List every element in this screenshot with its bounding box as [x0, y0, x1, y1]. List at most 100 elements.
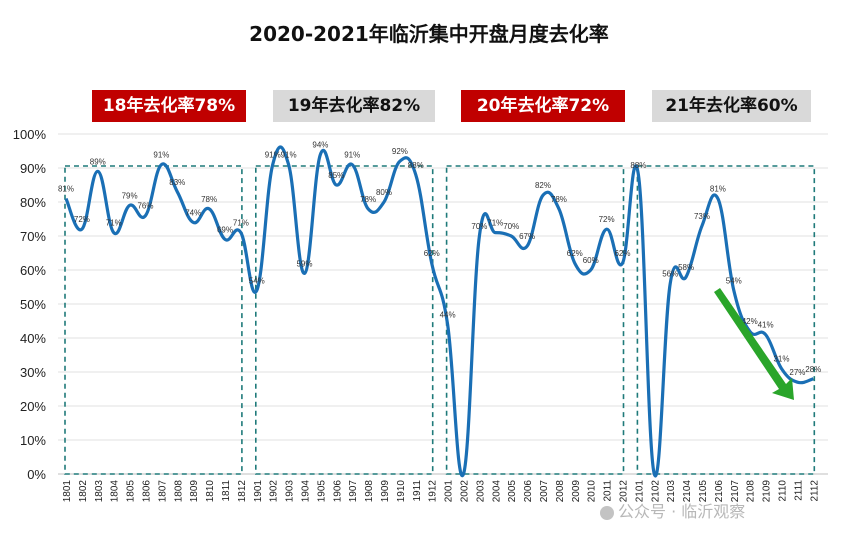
x-tick-label: 1910 — [396, 480, 407, 503]
x-tick-label: 1905 — [316, 480, 327, 503]
x-tick-label: 2106 — [714, 480, 725, 503]
data-label: 73% — [694, 212, 710, 221]
y-tick-label: 10% — [20, 433, 46, 448]
x-tick-label: 2006 — [523, 480, 534, 503]
watermark: 公众号 · 临沂观察 — [600, 498, 745, 522]
x-tick-label: 2102 — [650, 480, 661, 503]
data-label: 74% — [185, 208, 201, 217]
x-tick-label: 1805 — [126, 480, 137, 503]
data-label: 62% — [567, 249, 583, 258]
group-box-19年 — [255, 165, 434, 475]
data-label: 41% — [758, 321, 774, 330]
data-label: 69% — [217, 225, 233, 234]
x-tick-label: 1911 — [412, 480, 423, 502]
data-label: 54% — [249, 276, 265, 285]
data-label: 71% — [487, 219, 503, 228]
x-tick-label: 2001 — [444, 480, 455, 503]
watermark-text: 公众号 · 临沂观察 — [618, 502, 746, 521]
y-tick-label: 100% — [13, 127, 47, 142]
data-label: 71% — [106, 219, 122, 228]
group-box-18年 — [64, 165, 243, 475]
badge-2018: 18年去化率78% — [92, 90, 246, 122]
x-tick-label: 1909 — [380, 480, 391, 503]
x-tick-label: 2007 — [539, 480, 550, 503]
data-label: 82% — [535, 181, 551, 190]
data-label: 79% — [122, 191, 138, 200]
badge-2020: 20年去化率72% — [461, 90, 625, 122]
x-tick-label: 1902 — [269, 480, 280, 503]
data-label: 60% — [583, 256, 599, 265]
data-label: 42% — [742, 317, 758, 326]
data-label: 54% — [726, 276, 742, 285]
x-tick-label: 2005 — [507, 480, 518, 503]
data-label: 70% — [503, 222, 519, 231]
data-label: 91% — [281, 151, 297, 160]
data-label: 70% — [471, 222, 487, 231]
x-tick-label: 2109 — [762, 480, 773, 503]
x-tick-label: 2008 — [555, 480, 566, 503]
data-label: 91% — [265, 151, 281, 160]
x-axis: 1801 1802 1803 1804 1805 1806 1807 1808 1809 1810… — [62, 480, 820, 503]
data-label: 92% — [392, 147, 408, 156]
x-tick-label: 2009 — [571, 480, 582, 503]
x-tick-label: 2111 — [793, 480, 804, 501]
y-tick-label: 0% — [27, 467, 46, 482]
x-tick-label: 1912 — [428, 480, 439, 503]
chart-title: 2020-2021年临沂集中开盘月度去化率 — [249, 22, 609, 46]
x-tick-label: 2002 — [460, 480, 471, 503]
data-label: 28% — [805, 365, 821, 374]
data-label: 78% — [551, 195, 567, 204]
x-tick-label: 2012 — [619, 480, 630, 503]
x-tick-label: 2103 — [666, 480, 677, 503]
series-line — [64, 145, 814, 478]
data-label: 91% — [344, 151, 360, 160]
data-label: 78% — [360, 195, 376, 204]
x-tick-label: 2010 — [587, 480, 598, 503]
y-tick-label: 60% — [20, 263, 46, 278]
data-label: 81% — [58, 185, 74, 194]
x-tick-label: 1906 — [332, 480, 343, 503]
data-label: 62% — [424, 249, 440, 258]
decline-arrow-shape — [714, 288, 794, 400]
y-tick-label: 20% — [20, 399, 46, 414]
x-tick-label: 1806 — [142, 480, 153, 503]
data-label: 27% — [789, 368, 805, 377]
x-tick-label: 1810 — [205, 480, 216, 503]
x-tick-label: 1812 — [237, 480, 248, 503]
decline-arrow — [714, 288, 794, 400]
x-tick-label: 2110 — [778, 480, 789, 502]
x-tick-label: 2105 — [698, 480, 709, 503]
y-tick-label: 30% — [20, 365, 46, 380]
data-label: 31% — [773, 355, 789, 364]
data-labels: 81%72%89%71%79%76%91%83%74%78%69%71%54%9… — [58, 140, 821, 475]
group-box-21年 — [636, 165, 816, 475]
x-tick-label: 2004 — [491, 480, 502, 503]
wechat-icon — [600, 505, 614, 520]
data-label: 67% — [519, 232, 535, 241]
x-tick-label: 2107 — [730, 480, 741, 503]
data-label: 59% — [296, 259, 312, 268]
data-label: 94% — [312, 140, 328, 149]
data-label: 56% — [662, 270, 678, 279]
data-label: 83% — [169, 178, 185, 187]
x-tick-label: 1903 — [285, 480, 296, 503]
series-path — [64, 145, 814, 478]
data-label: 71% — [233, 219, 249, 228]
data-label: 88% — [408, 161, 424, 170]
x-tick-label: 1802 — [78, 480, 89, 503]
badge-2021: 21年去化率60% — [652, 90, 811, 122]
data-label: 81% — [710, 185, 726, 194]
x-tick-label: 1804 — [110, 480, 121, 503]
y-axis: 0% 10% 20% 30% 40% 50% 60% 70% 80% 90% 100% — [13, 127, 47, 482]
y-tick-label: 40% — [20, 331, 46, 346]
data-label: 88% — [630, 161, 646, 170]
data-label: 85% — [328, 171, 344, 180]
x-tick-label: 1904 — [301, 480, 312, 503]
x-tick-label: 1808 — [173, 480, 184, 503]
data-label: 89% — [90, 157, 106, 166]
x-tick-label: 1801 — [62, 480, 73, 503]
y-tick-label: 80% — [20, 195, 46, 210]
badge-2019: 19年去化率82% — [273, 90, 435, 122]
data-label: 91% — [153, 151, 169, 160]
